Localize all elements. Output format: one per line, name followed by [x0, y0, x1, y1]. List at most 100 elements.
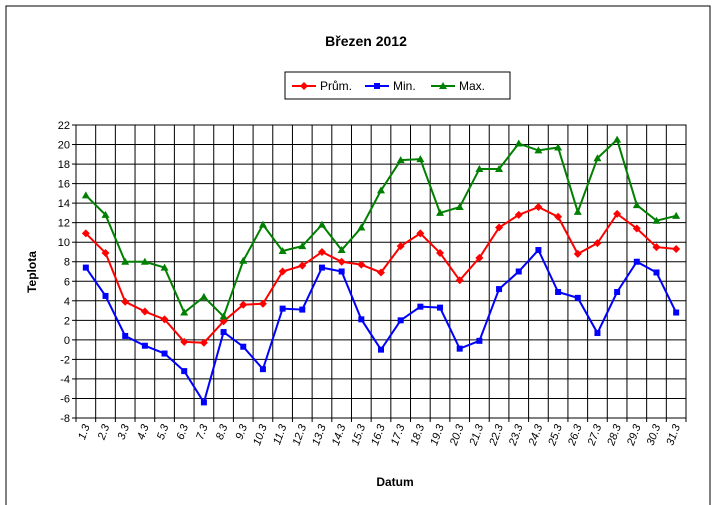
- point: [653, 269, 660, 276]
- point: [397, 317, 404, 324]
- point: [358, 316, 365, 323]
- point: [220, 329, 227, 336]
- point: [299, 306, 306, 313]
- point: [496, 286, 503, 293]
- point: [476, 337, 483, 344]
- point: [396, 156, 405, 164]
- point: [437, 304, 444, 311]
- point: [652, 216, 661, 224]
- point: [199, 338, 208, 347]
- point: [298, 242, 307, 250]
- point: [475, 253, 484, 262]
- point: [101, 248, 110, 257]
- point: [378, 346, 384, 353]
- point: [377, 186, 385, 194]
- point: [632, 224, 641, 233]
- point: [672, 245, 681, 254]
- point: [593, 239, 602, 248]
- y-tick-label: -6: [60, 393, 70, 405]
- point: [140, 257, 149, 265]
- point: [475, 164, 484, 172]
- y-tick-label: 22: [58, 120, 70, 132]
- point: [160, 263, 169, 271]
- point: [181, 368, 188, 375]
- point: [417, 303, 424, 310]
- point: [573, 249, 582, 258]
- y-tick-label: -4: [60, 374, 70, 386]
- point: [240, 343, 247, 350]
- legend-label: Min.: [393, 79, 416, 93]
- point: [279, 305, 286, 312]
- y-tick-label: 12: [58, 218, 70, 230]
- y-tick-label: 10: [58, 237, 70, 249]
- point: [534, 203, 543, 212]
- point: [121, 297, 130, 306]
- x-tick-label: 9.3: [234, 422, 251, 441]
- point: [416, 155, 425, 163]
- chart-title: Březen 2012: [325, 33, 407, 49]
- point: [573, 207, 582, 215]
- x-tick-label: 3.3: [116, 422, 133, 441]
- point: [199, 292, 208, 300]
- y-tick-label: 14: [58, 198, 70, 210]
- x-tick-label: 8.3: [214, 422, 231, 441]
- point: [337, 246, 346, 254]
- point: [613, 209, 622, 218]
- legend-box: [284, 71, 511, 100]
- legend-label: Prům.: [320, 79, 352, 93]
- point: [495, 223, 504, 232]
- point: [534, 146, 543, 154]
- point: [338, 268, 345, 275]
- point: [317, 247, 326, 256]
- point: [439, 82, 447, 89]
- point: [377, 268, 385, 277]
- point: [317, 220, 326, 228]
- point: [337, 257, 346, 266]
- point: [632, 201, 641, 209]
- x-tick-label: 6.3: [175, 422, 192, 441]
- point: [495, 164, 504, 172]
- point: [416, 229, 425, 238]
- point: [180, 308, 189, 316]
- point: [81, 191, 90, 199]
- point: [357, 260, 366, 269]
- y-tick-label: 0: [64, 335, 70, 347]
- point: [200, 399, 207, 406]
- point: [614, 289, 621, 296]
- y-tick-label: -2: [60, 354, 70, 366]
- point: [140, 307, 149, 316]
- point: [436, 248, 445, 257]
- point: [514, 139, 523, 147]
- point: [594, 330, 601, 337]
- x-tick-label: 4.3: [135, 422, 152, 441]
- point: [593, 154, 602, 162]
- x-tick-label: 5.3: [155, 422, 172, 441]
- point: [514, 210, 523, 219]
- point: [141, 342, 148, 349]
- point: [258, 220, 267, 228]
- point: [161, 350, 168, 357]
- point: [455, 203, 464, 211]
- point: [633, 258, 640, 265]
- point: [300, 82, 308, 90]
- point: [160, 315, 169, 324]
- point: [278, 246, 287, 254]
- point: [219, 312, 228, 320]
- legend-label: Max.: [459, 79, 485, 93]
- point: [652, 243, 661, 252]
- point: [81, 229, 90, 238]
- y-tick-label: 20: [58, 140, 70, 152]
- point: [436, 208, 445, 216]
- point: [515, 268, 522, 275]
- point: [82, 264, 89, 271]
- point: [278, 267, 287, 276]
- point: [121, 257, 130, 265]
- point: [396, 242, 405, 251]
- point: [535, 247, 542, 254]
- point: [102, 292, 109, 299]
- y-tick-label: 4: [64, 296, 70, 308]
- point: [613, 135, 622, 143]
- point: [180, 337, 189, 346]
- x-tick-label: 2.3: [95, 422, 112, 442]
- x-tick-label: 1.3: [76, 422, 93, 441]
